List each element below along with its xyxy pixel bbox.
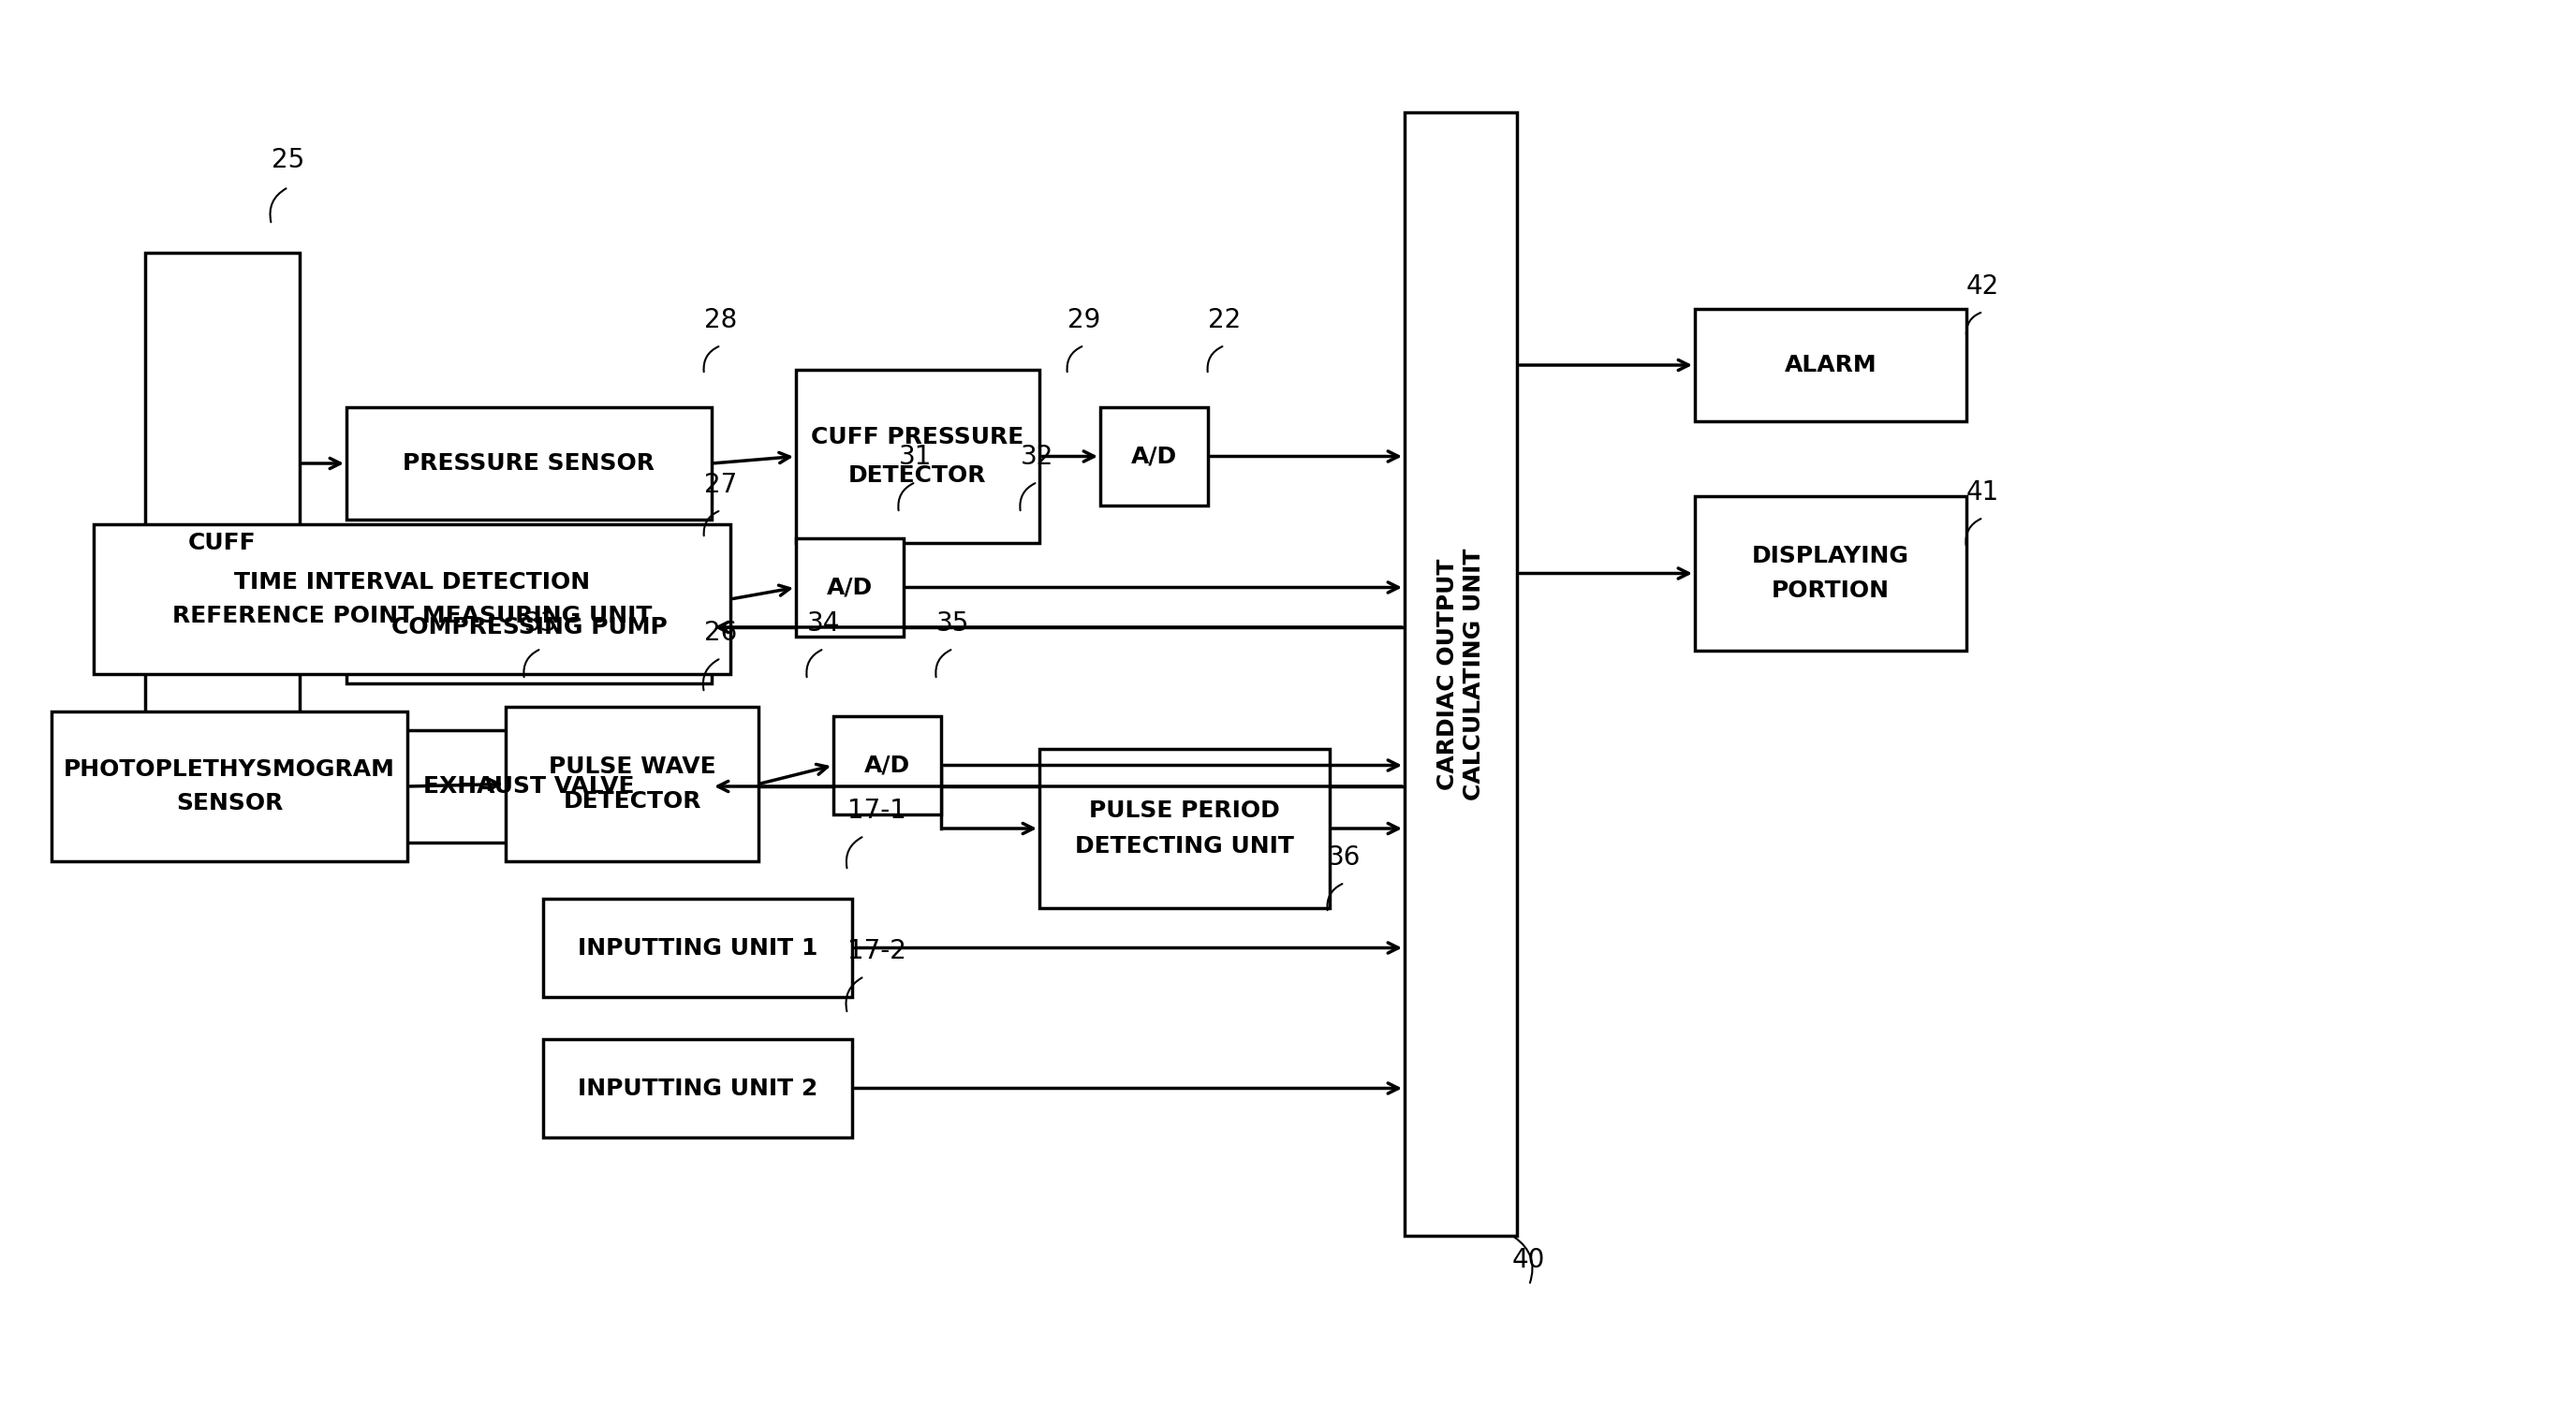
Bar — [345, 407, 711, 520]
Text: A/D: A/D — [863, 755, 909, 777]
Text: 41: 41 — [1965, 479, 1999, 505]
Bar — [52, 711, 407, 862]
Text: PHOTOPLETHYSMOGRAM: PHOTOPLETHYSMOGRAM — [64, 759, 394, 781]
Bar — [1695, 496, 1965, 650]
Text: ALARM: ALARM — [1785, 353, 1878, 376]
Bar — [505, 707, 757, 862]
Text: PULSE PERIOD: PULSE PERIOD — [1090, 800, 1280, 822]
Text: EXHAUST VALVE: EXHAUST VALVE — [422, 776, 634, 797]
Bar — [1404, 113, 1517, 1236]
Text: 25: 25 — [270, 146, 304, 173]
Text: CARDIAC OUTPUT
CALCULATING UNIT: CARDIAC OUTPUT CALCULATING UNIT — [1437, 548, 1484, 800]
Bar — [1038, 749, 1329, 908]
Text: 32: 32 — [1020, 444, 1054, 470]
Text: DETECTING UNIT: DETECTING UNIT — [1074, 835, 1293, 857]
Bar — [93, 524, 732, 674]
Text: COMPRESSING PUMP: COMPRESSING PUMP — [392, 617, 667, 638]
Text: 28: 28 — [703, 307, 737, 334]
Text: 26: 26 — [703, 620, 737, 646]
Text: INPUTTING UNIT 2: INPUTTING UNIT 2 — [577, 1077, 817, 1100]
Text: DETECTOR: DETECTOR — [848, 465, 987, 487]
Text: REFERENCE POINT MEASURING UNIT: REFERENCE POINT MEASURING UNIT — [173, 604, 652, 627]
Text: PORTION: PORTION — [1772, 579, 1891, 601]
Text: 35: 35 — [938, 611, 969, 636]
Text: PULSE WAVE: PULSE WAVE — [549, 756, 716, 779]
Text: 34: 34 — [806, 611, 840, 636]
Text: 40: 40 — [1512, 1247, 1546, 1273]
Text: 29: 29 — [1066, 307, 1100, 334]
Bar — [345, 731, 711, 842]
Text: 27: 27 — [703, 472, 737, 498]
Text: A/D: A/D — [1131, 445, 1177, 467]
Text: 33: 33 — [526, 611, 556, 636]
Text: 17-2: 17-2 — [848, 938, 907, 964]
Text: CUFF: CUFF — [188, 532, 258, 555]
Text: INPUTTING UNIT 1: INPUTTING UNIT 1 — [577, 936, 817, 959]
Bar — [345, 572, 711, 683]
Bar — [544, 1039, 853, 1138]
Bar — [835, 717, 940, 814]
Text: 17-1: 17-1 — [848, 797, 907, 824]
Text: PRESSURE SENSOR: PRESSURE SENSOR — [402, 452, 654, 474]
Bar — [544, 898, 853, 997]
Text: SENSOR: SENSOR — [175, 791, 283, 814]
Text: 22: 22 — [1208, 307, 1242, 334]
Bar — [796, 370, 1038, 543]
Text: 42: 42 — [1965, 273, 1999, 300]
Bar — [1100, 407, 1208, 505]
Text: A/D: A/D — [827, 576, 873, 598]
Text: 36: 36 — [1327, 845, 1360, 870]
Bar — [144, 253, 299, 834]
Bar — [796, 538, 904, 636]
Text: TIME INTERVAL DETECTION: TIME INTERVAL DETECTION — [234, 572, 590, 594]
Text: DETECTOR: DETECTOR — [564, 790, 701, 812]
Bar — [1695, 308, 1965, 421]
Text: 31: 31 — [899, 444, 933, 470]
Text: CUFF PRESSURE: CUFF PRESSURE — [811, 427, 1025, 449]
Text: DISPLAYING: DISPLAYING — [1752, 545, 1909, 567]
